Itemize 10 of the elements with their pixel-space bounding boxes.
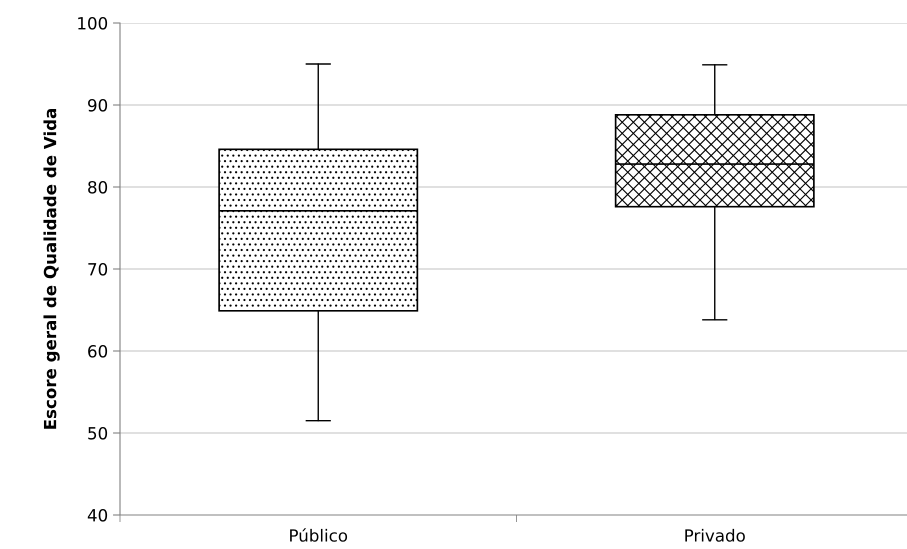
y-tick-label: 70 [88,262,108,276]
y-tick-label: 50 [88,426,108,440]
y-axis-title: Escore geral de Qualidade de Vida [43,108,60,429]
x-tick-label: Público [290,528,348,542]
y-tick-label: 40 [88,508,108,522]
x-tick-label: Privado [685,528,745,542]
y-tick-label: 90 [88,98,108,112]
y-tick-label: 60 [88,344,108,358]
y-tick-label: 100 [78,16,108,30]
y-tick-label: 80 [88,180,108,194]
